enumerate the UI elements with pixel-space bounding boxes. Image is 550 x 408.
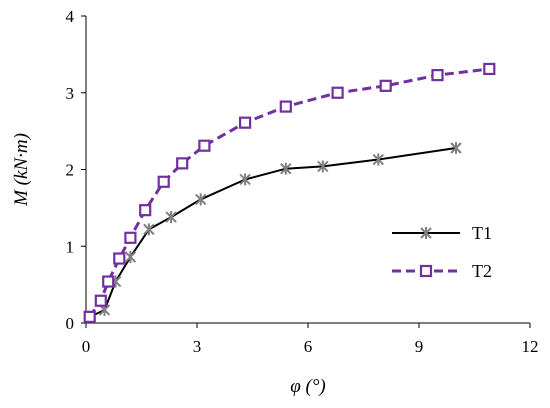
x-tick-label: 3 — [193, 337, 202, 356]
legend-marker — [420, 227, 432, 239]
legend-label: T2 — [472, 261, 492, 281]
data-point-t1 — [124, 250, 137, 263]
legend-item-t1: T1 — [392, 223, 492, 243]
data-point-t1 — [143, 223, 155, 236]
legend-marker — [419, 264, 433, 278]
data-point-t2 — [102, 275, 115, 288]
y-axis-label: M (kN·m) — [11, 133, 32, 207]
legend-label: T1 — [472, 223, 492, 243]
data-point-t2 — [139, 204, 152, 217]
data-point-t2 — [113, 252, 126, 265]
data-point-t2 — [83, 310, 96, 323]
data-point-t2 — [239, 116, 252, 129]
series-t2 — [83, 62, 496, 323]
data-point-t2 — [431, 68, 444, 82]
series-line-t2 — [88, 67, 490, 318]
data-point-t2 — [379, 79, 392, 92]
x-tick-label: 6 — [304, 337, 313, 356]
data-point-t1 — [450, 142, 462, 155]
x-tick-label: 12 — [522, 337, 539, 356]
x-tick-label: 9 — [415, 337, 424, 356]
data-point-t1 — [280, 162, 292, 175]
y-tick-label: 0 — [66, 314, 75, 333]
data-point-t1 — [317, 160, 329, 173]
data-point-t1 — [372, 153, 385, 166]
data-point-t1 — [239, 173, 251, 186]
data-point-t1 — [194, 193, 207, 206]
data-point-t2 — [176, 157, 189, 170]
y-tick-label: 4 — [66, 7, 75, 26]
legend: T1 T2 — [392, 223, 492, 281]
data-point-t1 — [165, 211, 177, 224]
y-tick-label: 2 — [66, 161, 75, 180]
data-point-t2 — [331, 86, 344, 99]
series-layer — [83, 62, 496, 323]
data-point-t2 — [94, 294, 107, 307]
legend-item-t2: T2 — [392, 261, 492, 281]
x-tick-label: 0 — [82, 337, 91, 356]
y-tick-label: 3 — [66, 84, 75, 103]
data-point-t2 — [157, 175, 170, 188]
data-point-t2 — [124, 231, 137, 244]
y-tick-label: 1 — [66, 237, 75, 256]
data-point-t2 — [279, 100, 292, 113]
data-point-t2 — [483, 62, 496, 76]
x-axis-label: φ (°) — [290, 376, 326, 397]
data-point-t2 — [198, 139, 211, 152]
